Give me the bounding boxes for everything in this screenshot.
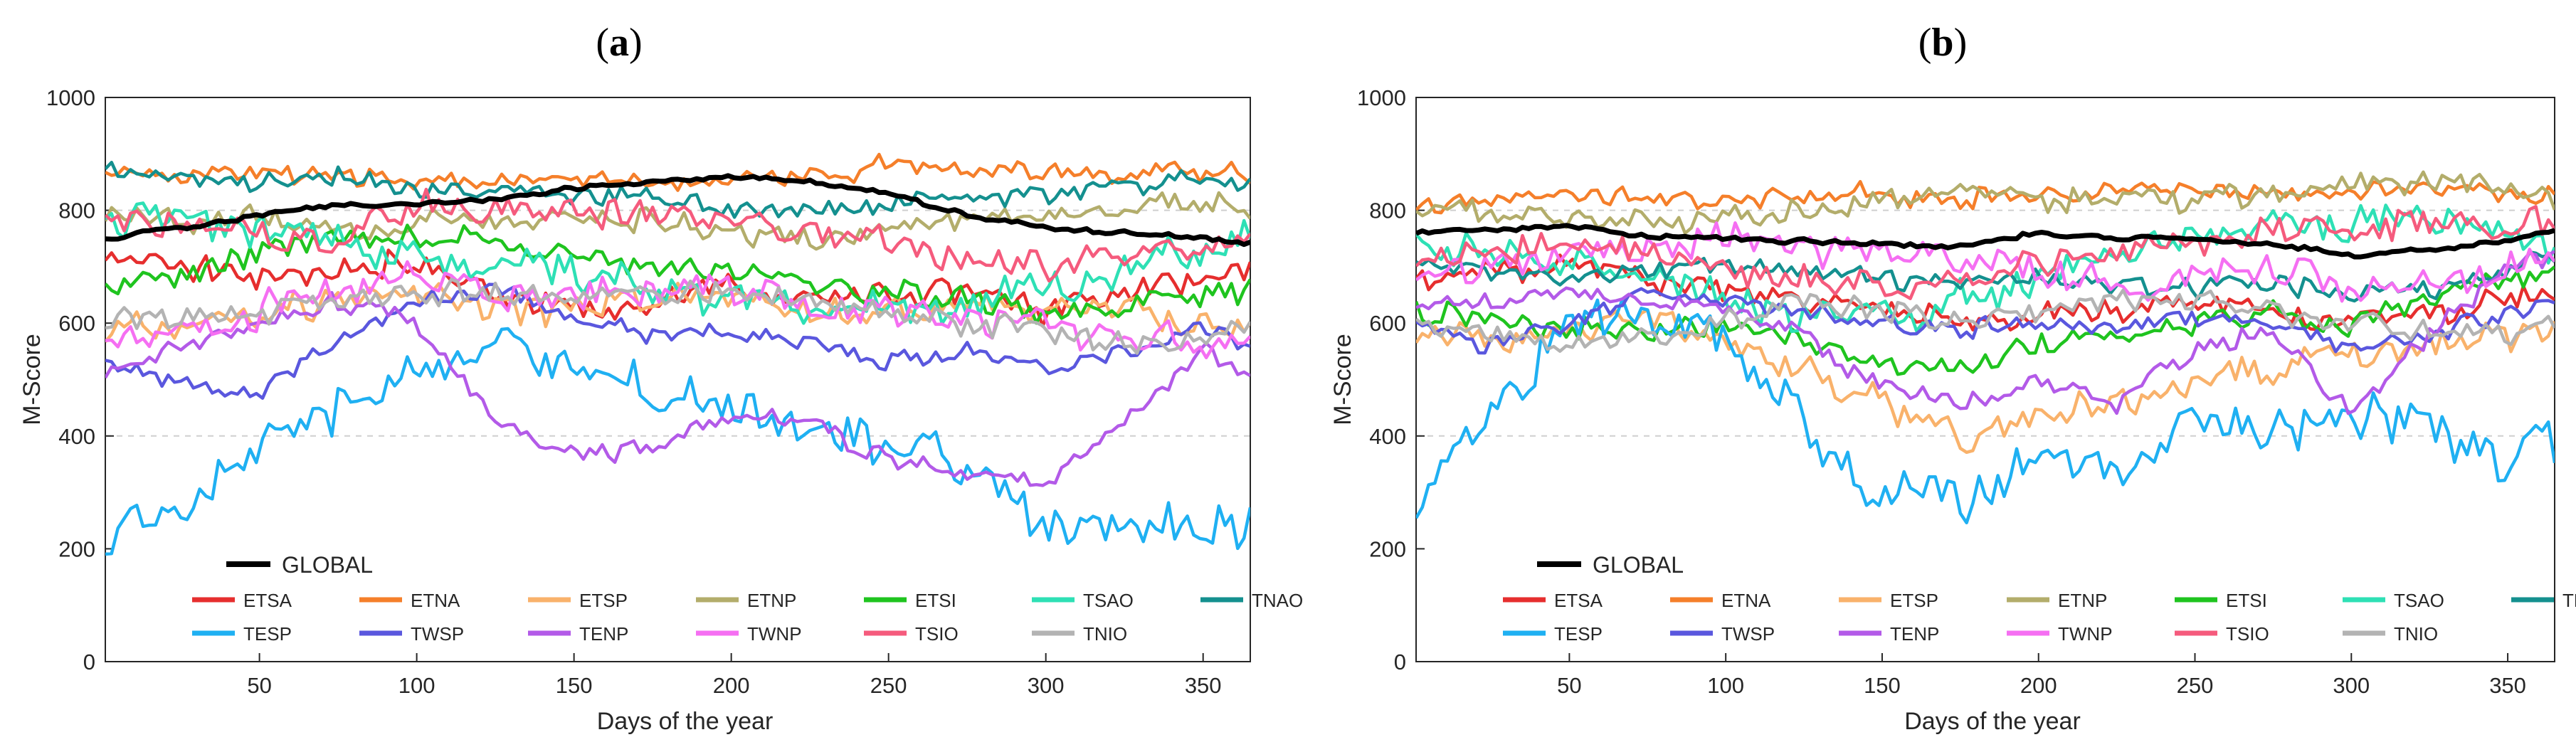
series-line-tenp xyxy=(1416,250,2555,415)
chart-panel-a: (a) 0 200 400 600 800 1000 50 100 150 200 250 300 350… xyxy=(19,21,1303,735)
legend-label-twsp: TWSP xyxy=(1721,623,1775,645)
y-tick-label: 1000 xyxy=(46,85,95,110)
series-line-twsp xyxy=(105,282,1250,400)
series-lines xyxy=(1416,170,2555,525)
y-tick-label: 1000 xyxy=(1357,85,1406,110)
chart-panel-b: (b) 0 200 400 600 800 1000 50 100 150 200 250 300 350… xyxy=(1329,21,2576,735)
plot-area xyxy=(1415,97,2555,662)
legend-label-etsp: ETSP xyxy=(1890,590,1938,611)
legend-label-twnp: TWNP xyxy=(2058,623,2113,645)
x-tick-label: 200 xyxy=(713,673,750,698)
y-axis-label: M-Score xyxy=(19,334,46,425)
x-tick-label: 100 xyxy=(398,673,436,698)
y-tick-label: 200 xyxy=(1369,536,1406,561)
series-line-twnp xyxy=(105,260,1250,360)
series-line-tsio xyxy=(1416,205,2555,300)
legend-label-tnao: TNAO xyxy=(2562,590,2576,611)
x-tick-label: 250 xyxy=(2177,673,2214,698)
legend-label-etsp: ETSP xyxy=(579,590,628,611)
series-line-global xyxy=(1416,223,2555,260)
series-line-etna xyxy=(1416,179,2555,215)
series-line-tnao xyxy=(1416,250,2555,303)
x-tick-label: 150 xyxy=(556,673,593,698)
y-tick-label: 600 xyxy=(1369,311,1406,336)
x-tick-label: 100 xyxy=(1707,673,1744,698)
legend-label-tnio: TNIO xyxy=(1083,623,1127,645)
series-line-etsp xyxy=(1416,308,2555,455)
x-tick-label: 200 xyxy=(2020,673,2057,698)
panel-letter: b xyxy=(1931,21,1953,65)
legend-label-global: GLOBAL xyxy=(282,552,373,578)
y-axis-label: M-Score xyxy=(1329,334,1356,425)
panel-label: (a) xyxy=(596,21,642,65)
series-line-tnio xyxy=(105,277,1250,355)
y-tick-label: 0 xyxy=(1394,650,1406,674)
series-line-tnao xyxy=(105,161,1250,219)
panel-label: (b) xyxy=(1918,21,1967,65)
series-line-tsao xyxy=(1416,203,2555,334)
x-tick-label: 150 xyxy=(1864,673,1901,698)
panel-letter: a xyxy=(609,21,629,65)
y-tick-label: 400 xyxy=(58,424,95,449)
legend-label-etnp: ETNP xyxy=(747,590,796,611)
x-tick-label: 50 xyxy=(1557,673,1581,698)
x-tick-label: 350 xyxy=(1185,673,1222,698)
legend-label-tesp: TESP xyxy=(243,623,292,645)
y-tick-label: 400 xyxy=(1369,424,1406,449)
x-axis-label: Days of the year xyxy=(1904,708,2081,735)
series-line-etnp xyxy=(105,191,1250,251)
x-axis-label: Days of the year xyxy=(597,708,774,735)
series-line-twnp xyxy=(1416,221,2555,303)
legend-label-tsio: TSIO xyxy=(2226,623,2269,645)
legend-label-tenp: TENP xyxy=(579,623,628,645)
legend-label-etsi: ETSI xyxy=(2226,590,2267,611)
series-line-tnio xyxy=(1416,288,2555,353)
legend: GLOBAL ETSA ETNA ETSP ETNP ETSI TSAO TNAO TESP TW… xyxy=(192,552,1303,645)
legend: GLOBAL ETSA ETNA ETSP ETNP ETSI TSAO TNAO TESP TW… xyxy=(1503,552,2576,645)
series-line-global xyxy=(105,173,1250,248)
legend-label-twnp: TWNP xyxy=(747,623,802,645)
legend-label-etna: ETNA xyxy=(411,590,460,611)
series-line-tesp xyxy=(105,327,1250,556)
series-line-etsa xyxy=(105,248,1250,328)
y-tick-label: 600 xyxy=(58,311,95,336)
legend-label-etsi: ETSI xyxy=(915,590,956,611)
legend-label-etnp: ETNP xyxy=(2058,590,2107,611)
x-tick-label: 350 xyxy=(2489,673,2526,698)
legend-label-tesp: TESP xyxy=(1554,623,1603,645)
series-lines xyxy=(105,152,1250,556)
y-tick-label: 200 xyxy=(58,536,95,561)
series-line-tsio xyxy=(105,187,1250,283)
legend-label-tsao: TSAO xyxy=(1083,590,1134,611)
legend-label-twsp: TWSP xyxy=(411,623,464,645)
series-line-etsi xyxy=(105,223,1250,325)
legend-label-tnio: TNIO xyxy=(2394,623,2438,645)
series-line-twsp xyxy=(1416,287,2555,355)
legend-label-tenp: TENP xyxy=(1890,623,1939,645)
x-tick-label: 50 xyxy=(247,673,271,698)
x-tick-label: 300 xyxy=(2333,673,2370,698)
legend-label-etsa: ETSA xyxy=(243,590,292,611)
legend-label-tsao: TSAO xyxy=(2394,590,2444,611)
legend-label-etsa: ETSA xyxy=(1554,590,1603,611)
series-line-etnp xyxy=(1416,170,2555,235)
y-tick-label: 800 xyxy=(1369,198,1406,223)
y-tick-label: 0 xyxy=(83,650,95,674)
legend-label-tnao: TNAO xyxy=(1252,590,1303,611)
series-line-tenp xyxy=(105,291,1250,487)
y-tick-label: 800 xyxy=(58,198,95,223)
x-tick-label: 250 xyxy=(870,673,907,698)
x-tick-label: 300 xyxy=(1028,673,1065,698)
legend-label-global: GLOBAL xyxy=(1593,552,1684,578)
legend-label-etna: ETNA xyxy=(1721,590,1771,611)
legend-label-tsio: TSIO xyxy=(915,623,959,645)
series-line-tesp xyxy=(1416,297,2555,525)
